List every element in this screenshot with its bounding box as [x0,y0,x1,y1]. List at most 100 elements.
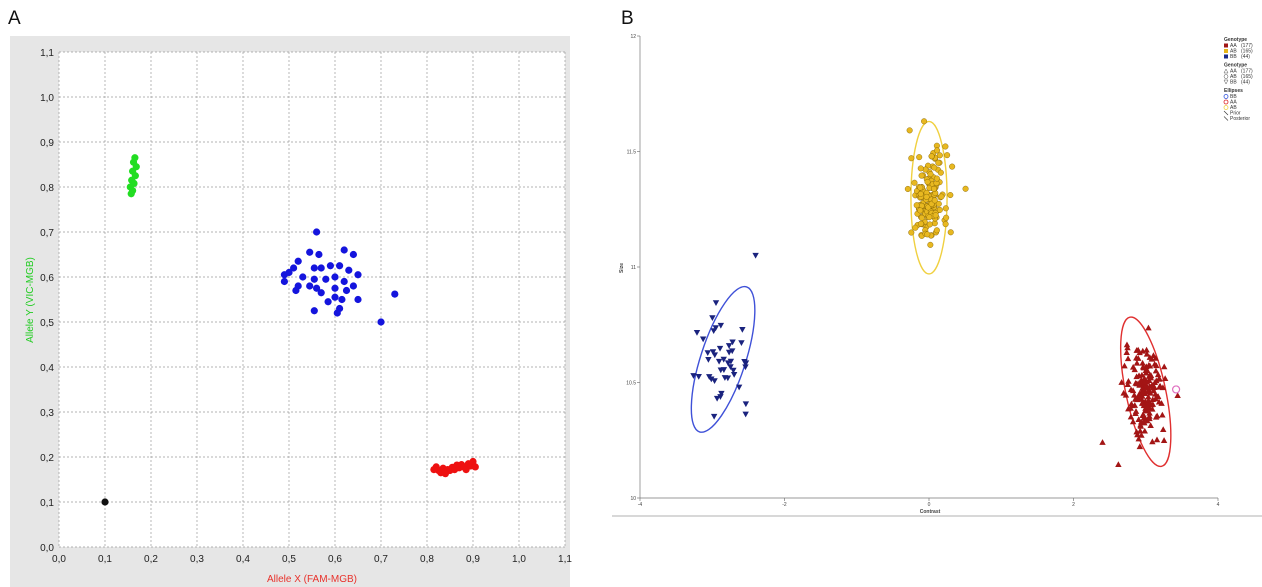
legend-section-title: Genotype [1224,37,1247,43]
x-tick-label: 0 [928,502,931,508]
data-point [326,262,334,270]
x-tick-label: 0,6 [328,554,342,565]
legend-item-count: (44) [1241,80,1250,86]
data-point [1136,427,1144,434]
x-tick-label: 2 [1072,502,1075,508]
data-point [1141,375,1148,382]
data-point [918,172,925,179]
chart-b-x-axis-label: Contrast [920,509,941,515]
data-point [1132,410,1139,417]
data-point [942,205,949,212]
y-tick-label: 0,5 [40,318,54,329]
data-point [1149,438,1156,445]
legend-swatch [1224,49,1228,53]
data-point [1144,384,1151,391]
data-point [317,289,325,297]
x-tick-label: 0,8 [420,554,434,565]
data-point [313,228,321,236]
data-point [1141,417,1148,424]
data-point [333,309,341,317]
x-tick-label: 0,4 [236,554,250,565]
data-point [1133,359,1141,366]
data-point [1141,378,1148,385]
data-point [1146,415,1153,422]
data-point [1148,355,1155,362]
chart-a-y-axis-label: Allele Y (VIC-MGB) [25,257,36,343]
data-point [727,364,734,371]
chart-a-plot-area [59,52,565,547]
data-point [699,336,707,343]
data-point [127,190,135,198]
y-tick-label: 0,7 [40,228,54,239]
data-point [917,207,924,214]
chart-a-x-axis-label: Allele X (FAM-MGB) [267,574,357,585]
data-point [690,373,697,379]
data-point [718,390,725,397]
data-point [338,295,346,304]
data-point [729,339,736,346]
data-point [292,286,300,295]
data-point [1160,426,1167,433]
data-point [1125,378,1132,384]
data-point [1137,421,1144,428]
data-point [1133,373,1140,380]
x-tick-label: 0,2 [144,554,158,565]
data-point [280,277,288,286]
data-point [1134,431,1141,438]
legend-swatch [1223,94,1229,99]
data-point [947,192,954,199]
data-point [1136,381,1143,388]
data-point [927,171,934,178]
data-point [1160,437,1168,443]
data-point [1136,392,1144,399]
legend-item-label: Prior [1230,111,1241,117]
data-point [1129,418,1137,425]
legend-swatch [1224,43,1228,48]
data-point [1099,439,1106,445]
data-point [934,147,941,154]
legend-item-label: AB [1230,74,1237,80]
data-point [331,284,339,292]
legend-item-count: (165) [1241,49,1253,55]
x-tick-label: 0,1 [98,554,112,565]
data-point [324,298,332,306]
data-point [933,175,940,182]
data-point [1147,372,1155,378]
legend-item-count: (177) [1241,69,1253,75]
data-point [294,257,302,265]
data-point [1127,413,1135,420]
data-point [310,264,318,272]
data-point [721,375,729,381]
legend-swatch [1223,105,1229,110]
data-point [1174,392,1181,398]
data-point [1131,366,1138,373]
legend-item-label: AA [1230,100,1237,106]
data-point [936,152,943,159]
data-point [1140,412,1147,419]
data-point [947,229,954,236]
data-point [430,466,438,474]
data-point [1144,367,1151,374]
data-point [932,212,939,219]
data-point [354,271,362,279]
data-point [715,358,723,365]
legend-item-label: BB [1230,94,1237,100]
data-point [1144,403,1151,410]
data-point [1120,389,1127,396]
data-point [1121,362,1128,369]
data-point [340,277,348,286]
data-point [921,118,928,125]
data-point [911,179,918,186]
data-point [742,411,749,418]
y-tick-label: 11.5 [627,150,637,156]
data-point [908,229,915,236]
data-point [942,221,949,228]
x-tick-label: -2 [782,502,787,508]
data-point [917,184,924,191]
data-point [306,282,314,290]
data-point [1143,346,1150,353]
data-point [712,325,719,331]
y-tick-label: 10 [630,496,636,502]
data-point [1123,349,1130,355]
data-point [1161,363,1168,370]
